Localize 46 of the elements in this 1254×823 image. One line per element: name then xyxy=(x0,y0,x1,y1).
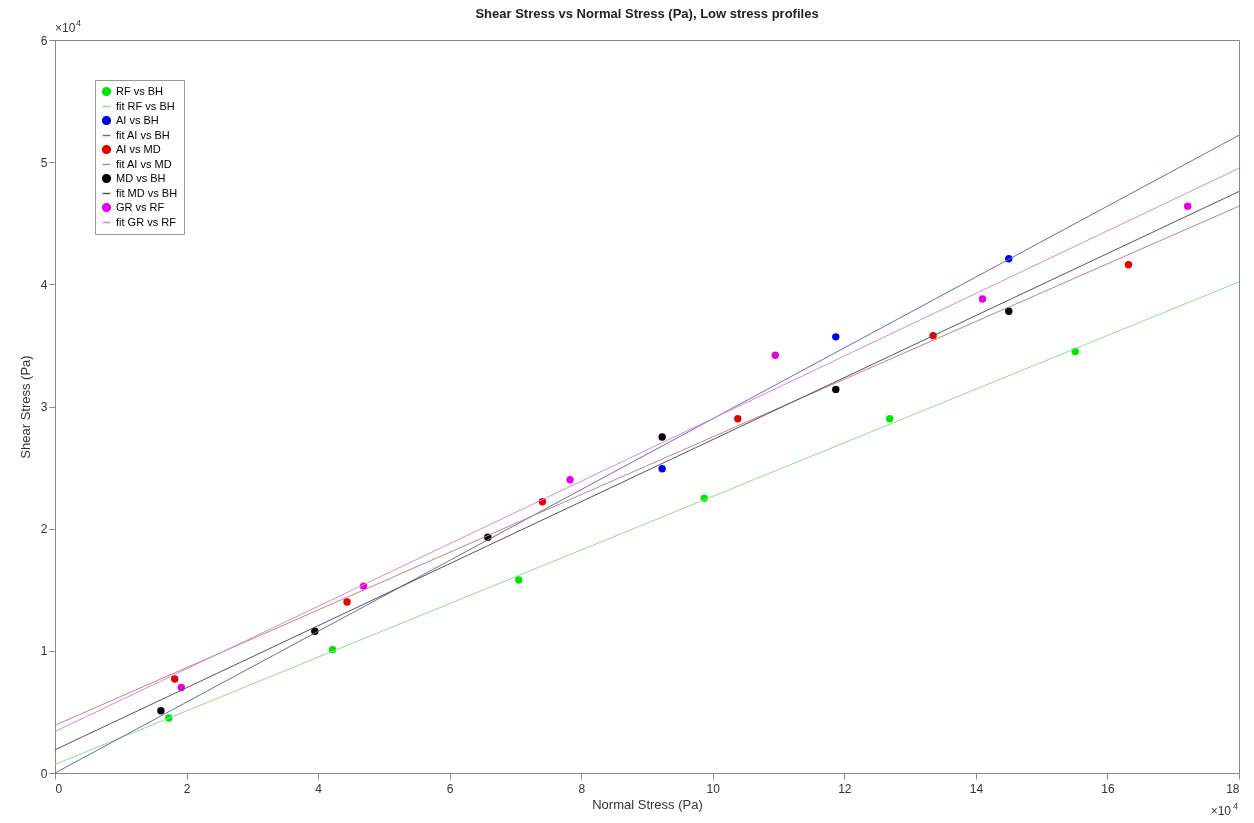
legend-label: fit GR vs RF xyxy=(116,215,177,228)
legend-label: RF vs BH xyxy=(116,84,164,97)
y-tick-label: 1 xyxy=(40,644,48,659)
y-tick-label: 5 xyxy=(40,155,48,170)
legend-label: AI vs MD xyxy=(116,142,161,155)
legend-label: MD vs BH xyxy=(116,171,166,184)
point xyxy=(886,415,894,423)
point xyxy=(566,476,574,484)
y-tick-label: 4 xyxy=(40,277,48,292)
legend-label: fit AI vs BH xyxy=(116,128,170,141)
point xyxy=(1183,202,1192,210)
point xyxy=(658,465,666,473)
legend-label: fit AI vs MD xyxy=(116,157,172,170)
x-tick-label: 4 xyxy=(315,781,323,796)
x-axis-title: Normal Stress (Pa) xyxy=(592,796,703,812)
y-axis-title: Shear Stress (Pa) xyxy=(17,355,33,459)
point xyxy=(171,675,179,683)
legend-label: GR vs RF xyxy=(116,200,165,213)
point xyxy=(157,706,165,715)
point xyxy=(832,385,840,394)
x-tick-label: 8 xyxy=(578,781,586,796)
x-tick-label: 6 xyxy=(446,781,454,796)
x-tick-label: 18 xyxy=(1226,781,1240,796)
y-tick-label: 2 xyxy=(40,522,48,537)
point xyxy=(771,351,779,359)
x-tick-label: 0 xyxy=(55,781,63,796)
legend-label: fit MD vs BH xyxy=(116,186,178,199)
y-tick-label: 6 xyxy=(40,33,48,48)
point xyxy=(832,333,840,341)
x-tick-label: 14 xyxy=(969,781,984,796)
x-tick-label: 16 xyxy=(1101,781,1115,796)
y-tick-label: 0 xyxy=(40,766,48,781)
point xyxy=(1124,261,1133,269)
legend-label: fit RF vs BH xyxy=(116,99,175,112)
y-tick-label: 3 xyxy=(40,400,48,414)
x-tick-label: 12 xyxy=(838,781,852,796)
point xyxy=(343,598,351,606)
legend-label: AI vs BH xyxy=(116,113,159,126)
point xyxy=(734,415,742,423)
point xyxy=(1005,307,1013,315)
x-tick-label: 10 xyxy=(706,781,721,796)
chart-title: Shear Stress vs Normal Stress (Pa), Low stress profiles xyxy=(475,6,819,21)
x-tick-label: 2 xyxy=(183,781,191,796)
point xyxy=(658,433,666,441)
point xyxy=(515,576,523,584)
point xyxy=(978,295,987,303)
